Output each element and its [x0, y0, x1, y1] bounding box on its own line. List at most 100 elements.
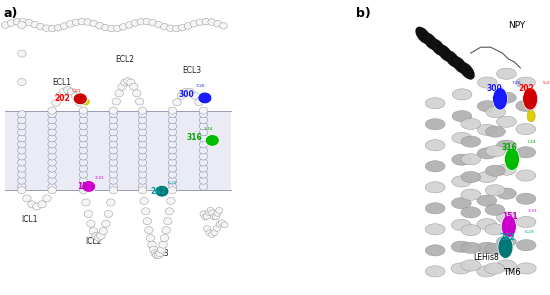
Circle shape: [131, 20, 139, 26]
Circle shape: [214, 20, 222, 27]
Circle shape: [59, 88, 68, 95]
Ellipse shape: [430, 39, 446, 56]
Ellipse shape: [461, 136, 481, 147]
Circle shape: [161, 24, 168, 30]
Ellipse shape: [437, 45, 453, 62]
Text: LEHis8: LEHis8: [473, 253, 498, 262]
Circle shape: [18, 187, 26, 194]
Circle shape: [125, 22, 133, 28]
Circle shape: [81, 181, 96, 192]
Circle shape: [143, 18, 151, 25]
Circle shape: [199, 177, 208, 184]
Circle shape: [48, 171, 56, 178]
Ellipse shape: [461, 224, 481, 236]
Circle shape: [48, 187, 56, 194]
Circle shape: [48, 147, 56, 154]
Ellipse shape: [461, 154, 481, 165]
Text: a): a): [3, 7, 18, 20]
Circle shape: [168, 111, 177, 118]
Circle shape: [79, 107, 87, 114]
Circle shape: [84, 210, 92, 217]
Ellipse shape: [459, 62, 475, 79]
Circle shape: [211, 230, 218, 236]
Circle shape: [199, 117, 208, 124]
Circle shape: [139, 141, 147, 148]
Circle shape: [168, 177, 177, 184]
Ellipse shape: [497, 164, 516, 175]
Circle shape: [184, 23, 192, 29]
Circle shape: [13, 19, 21, 25]
Ellipse shape: [516, 124, 536, 135]
Circle shape: [79, 123, 87, 130]
Circle shape: [178, 24, 186, 31]
Ellipse shape: [477, 77, 497, 88]
Circle shape: [214, 210, 221, 216]
Circle shape: [18, 111, 26, 118]
Text: 316: 316: [186, 133, 202, 142]
Circle shape: [79, 183, 87, 190]
Ellipse shape: [516, 193, 536, 204]
Ellipse shape: [516, 100, 536, 112]
Ellipse shape: [452, 176, 471, 187]
Circle shape: [143, 218, 151, 225]
Circle shape: [167, 25, 174, 32]
Circle shape: [139, 107, 147, 114]
Circle shape: [109, 183, 118, 190]
Circle shape: [92, 232, 100, 240]
Circle shape: [139, 111, 147, 118]
Circle shape: [199, 141, 208, 148]
Ellipse shape: [485, 243, 504, 255]
Circle shape: [199, 129, 208, 136]
Ellipse shape: [477, 242, 497, 253]
Text: 262: 262: [150, 187, 166, 196]
Circle shape: [152, 251, 161, 258]
Ellipse shape: [477, 148, 497, 159]
Circle shape: [135, 98, 144, 105]
Circle shape: [109, 159, 118, 166]
Text: 316: 316: [502, 143, 518, 152]
Circle shape: [139, 183, 147, 190]
Circle shape: [148, 241, 156, 248]
Text: 7.44: 7.44: [204, 127, 213, 131]
Circle shape: [504, 148, 520, 171]
Ellipse shape: [425, 203, 445, 214]
Circle shape: [18, 159, 26, 166]
Circle shape: [149, 19, 157, 26]
Text: 7.26: 7.26: [196, 84, 206, 88]
Circle shape: [18, 183, 26, 190]
Circle shape: [48, 159, 56, 166]
Circle shape: [139, 171, 147, 178]
Circle shape: [139, 177, 147, 184]
Circle shape: [48, 117, 56, 124]
Circle shape: [493, 88, 508, 110]
Circle shape: [48, 107, 56, 114]
Circle shape: [81, 99, 90, 105]
Circle shape: [168, 129, 177, 136]
Circle shape: [79, 187, 87, 194]
Circle shape: [155, 185, 169, 197]
Circle shape: [115, 90, 123, 97]
Ellipse shape: [477, 219, 497, 230]
Circle shape: [155, 22, 162, 28]
Circle shape: [79, 111, 87, 118]
Text: ICL1: ICL1: [21, 215, 38, 224]
Circle shape: [52, 99, 60, 106]
Ellipse shape: [497, 140, 516, 151]
Circle shape: [151, 250, 160, 257]
Circle shape: [18, 50, 26, 57]
Circle shape: [168, 117, 177, 124]
Ellipse shape: [452, 56, 467, 73]
Ellipse shape: [452, 219, 471, 231]
Circle shape: [18, 147, 26, 154]
Circle shape: [107, 199, 115, 206]
Ellipse shape: [497, 116, 516, 127]
Circle shape: [48, 135, 56, 142]
Ellipse shape: [477, 171, 497, 183]
Ellipse shape: [461, 260, 481, 271]
Circle shape: [199, 135, 208, 142]
Circle shape: [118, 83, 127, 90]
Circle shape: [79, 135, 87, 142]
Circle shape: [102, 220, 110, 227]
Circle shape: [216, 221, 223, 227]
Ellipse shape: [497, 68, 516, 79]
